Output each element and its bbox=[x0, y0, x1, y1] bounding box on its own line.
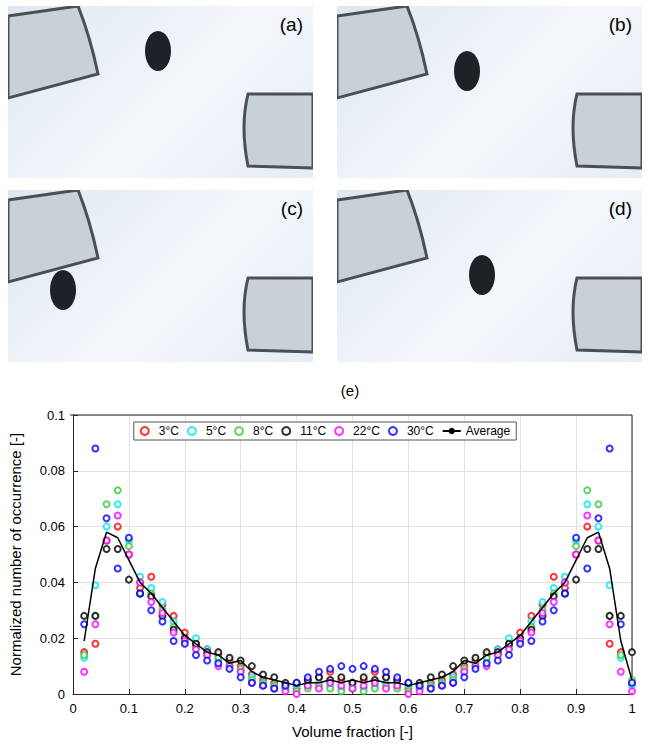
svg-text:22°C: 22°C bbox=[353, 424, 380, 438]
svg-text:0: 0 bbox=[58, 687, 65, 702]
svg-text:0.6: 0.6 bbox=[399, 701, 417, 716]
svg-text:Normalized number of occurrenc: Normalized number of occurrence [-] bbox=[7, 433, 24, 676]
svg-text:0: 0 bbox=[69, 701, 76, 716]
svg-text:0.1: 0.1 bbox=[47, 408, 65, 423]
svg-text:8°C: 8°C bbox=[253, 424, 273, 438]
html-text:(b): (b) bbox=[608, 14, 632, 35]
html-text:(d): (d) bbox=[608, 198, 632, 219]
svg-text:0.08: 0.08 bbox=[40, 463, 65, 478]
svg-text:0.5: 0.5 bbox=[343, 701, 361, 716]
svg-text:0.7: 0.7 bbox=[455, 701, 473, 716]
svg-text:1: 1 bbox=[628, 701, 635, 716]
html-text:(a): (a) bbox=[279, 14, 303, 35]
svg-text:0.8: 0.8 bbox=[511, 701, 529, 716]
svg-text:0.06: 0.06 bbox=[40, 519, 65, 534]
svg-text:3°C: 3°C bbox=[159, 424, 179, 438]
svg-text:0.04: 0.04 bbox=[40, 575, 65, 590]
svg-text:11°C: 11°C bbox=[300, 424, 326, 438]
svg-text:(e): (e) bbox=[341, 382, 359, 399]
html-text:(c): (c) bbox=[280, 198, 303, 219]
svg-text:Average: Average bbox=[466, 424, 511, 438]
svg-text:0.1: 0.1 bbox=[120, 701, 138, 716]
svg-text:0.4: 0.4 bbox=[288, 701, 306, 716]
svg-text:Volume fraction [-]: Volume fraction [-] bbox=[292, 723, 413, 740]
svg-text:0.3: 0.3 bbox=[232, 701, 250, 716]
svg-text:5°C: 5°C bbox=[206, 424, 226, 438]
svg-text:0.2: 0.2 bbox=[176, 701, 194, 716]
svg-text:0.02: 0.02 bbox=[40, 631, 65, 646]
svg-text:30°C: 30°C bbox=[407, 424, 434, 438]
svg-text:0.9: 0.9 bbox=[567, 701, 585, 716]
